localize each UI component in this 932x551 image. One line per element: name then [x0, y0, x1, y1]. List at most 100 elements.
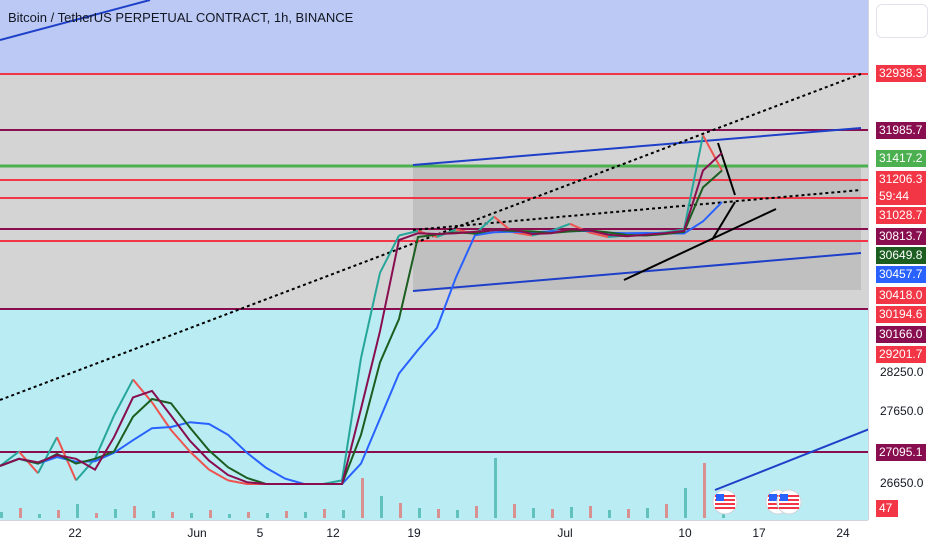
volume-bar	[665, 504, 668, 518]
mid-zone	[0, 74, 868, 309]
volume-bar	[152, 511, 155, 518]
moving-average-maroon	[0, 152, 723, 485]
date-tick-10: 10	[678, 526, 692, 540]
volume-bar	[494, 458, 497, 518]
price-tag-30166: 30166.0	[876, 326, 926, 343]
price-segment	[18, 450, 39, 474]
price-segment	[512, 231, 533, 237]
volume-bar	[570, 507, 573, 518]
volume-bar	[95, 513, 98, 518]
upper-zone	[0, 0, 868, 74]
price-segment	[94, 415, 115, 460]
price-segment	[75, 458, 96, 482]
price-segment	[550, 222, 571, 232]
price-tag-31206: 31206.3	[876, 171, 926, 188]
volume-bar	[513, 504, 516, 518]
support-trendline	[623, 208, 777, 281]
price-segment	[360, 272, 381, 359]
volume-bar	[304, 512, 307, 518]
volume-bar	[361, 478, 364, 518]
price-tag-31985: 31985.7	[876, 122, 926, 139]
volume-bar	[57, 510, 60, 518]
date-tick-5: 5	[256, 526, 264, 540]
price-tag-30813: 30813.7	[876, 228, 926, 245]
chart-title: Bitcoin / TetherUS PERPETUAL CONTRACT, 1…	[8, 10, 354, 25]
volume-bar	[19, 508, 22, 518]
lower-zone	[0, 309, 868, 520]
price-segment	[588, 231, 609, 238]
volume-bar	[76, 504, 79, 518]
date-tick-22: 22	[68, 526, 82, 540]
price-segment	[151, 401, 172, 431]
volume-bar	[209, 510, 212, 518]
volume-bar	[247, 512, 250, 518]
price-tick-28250: 28250.0	[880, 365, 924, 379]
price-tag-32938: 32938.3	[876, 65, 926, 82]
volume-bar	[323, 509, 326, 518]
price-segment	[113, 379, 134, 417]
date-tick-12: 12	[326, 526, 340, 540]
volume-bar	[228, 514, 231, 518]
volume-bar	[703, 463, 706, 518]
top-right-control[interactable]	[876, 4, 928, 38]
volume-bars	[0, 458, 725, 518]
volume-tag: 47	[876, 500, 898, 517]
volume-bar	[437, 509, 440, 518]
chart-area[interactable]	[0, 0, 868, 520]
moving-average-green	[0, 169, 723, 485]
volume-bar	[608, 510, 611, 518]
volume-bar	[285, 511, 288, 518]
volume-bar	[380, 496, 383, 518]
volume-bar	[418, 508, 421, 518]
volume-bar	[0, 512, 3, 518]
price-segment	[341, 357, 362, 481]
price-segment	[189, 450, 210, 471]
channel-upper-line	[412, 127, 862, 166]
price-segment	[37, 436, 58, 474]
volume-bar	[532, 508, 535, 518]
us-flag-icon[interactable]	[712, 489, 738, 515]
wedge-line-down	[717, 142, 736, 196]
price-segment	[170, 429, 191, 453]
date-tick-jun: Jun	[187, 526, 207, 540]
volume-bar	[475, 506, 478, 518]
volume-bar	[646, 508, 649, 518]
volume-bar	[551, 509, 554, 518]
date-tick-jul: Jul	[557, 526, 573, 540]
level-lines	[0, 73, 868, 453]
price-tag-31028: 31028.7	[876, 207, 926, 224]
time-axis[interactable]	[0, 520, 868, 551]
channel-line-top-left	[0, 0, 151, 41]
volume-bar	[266, 513, 269, 518]
price-tag-30457: 30457.7	[876, 266, 926, 283]
volume-bar	[133, 506, 136, 518]
price-tag-30418: 30418.0	[876, 287, 926, 304]
price-segment	[227, 479, 248, 485]
price-tag-30194: 30194.6	[876, 306, 926, 323]
price-segment	[379, 235, 400, 274]
price-tag-30649: 30649.8	[876, 247, 926, 264]
price-segment	[398, 229, 419, 237]
volume-bar	[456, 510, 459, 518]
volume-bar	[190, 513, 193, 518]
volume-bar	[171, 512, 174, 518]
wedge-line-up	[711, 201, 736, 241]
price-segment	[208, 468, 229, 482]
channel-lower-line	[412, 252, 862, 292]
volume-bar	[114, 509, 117, 518]
date-tick-17: 17	[752, 526, 766, 540]
volume-bar	[589, 506, 592, 518]
price-tag-31417: 31417.2	[876, 150, 926, 167]
price-tick-27650: 27650.0	[880, 404, 924, 418]
range-box	[413, 165, 861, 290]
price-segment	[683, 135, 704, 230]
price-tick-26650: 26650.0	[880, 476, 924, 490]
volume-bar	[342, 510, 345, 518]
volume-bar	[627, 509, 630, 518]
us-flag-icon[interactable]	[776, 489, 802, 515]
volume-bar	[38, 514, 41, 518]
price-segment	[132, 378, 153, 403]
countdown-tag: 59:44	[876, 188, 926, 205]
volume-bar	[684, 488, 687, 518]
price-tag-29201: 29201.7	[876, 346, 926, 363]
